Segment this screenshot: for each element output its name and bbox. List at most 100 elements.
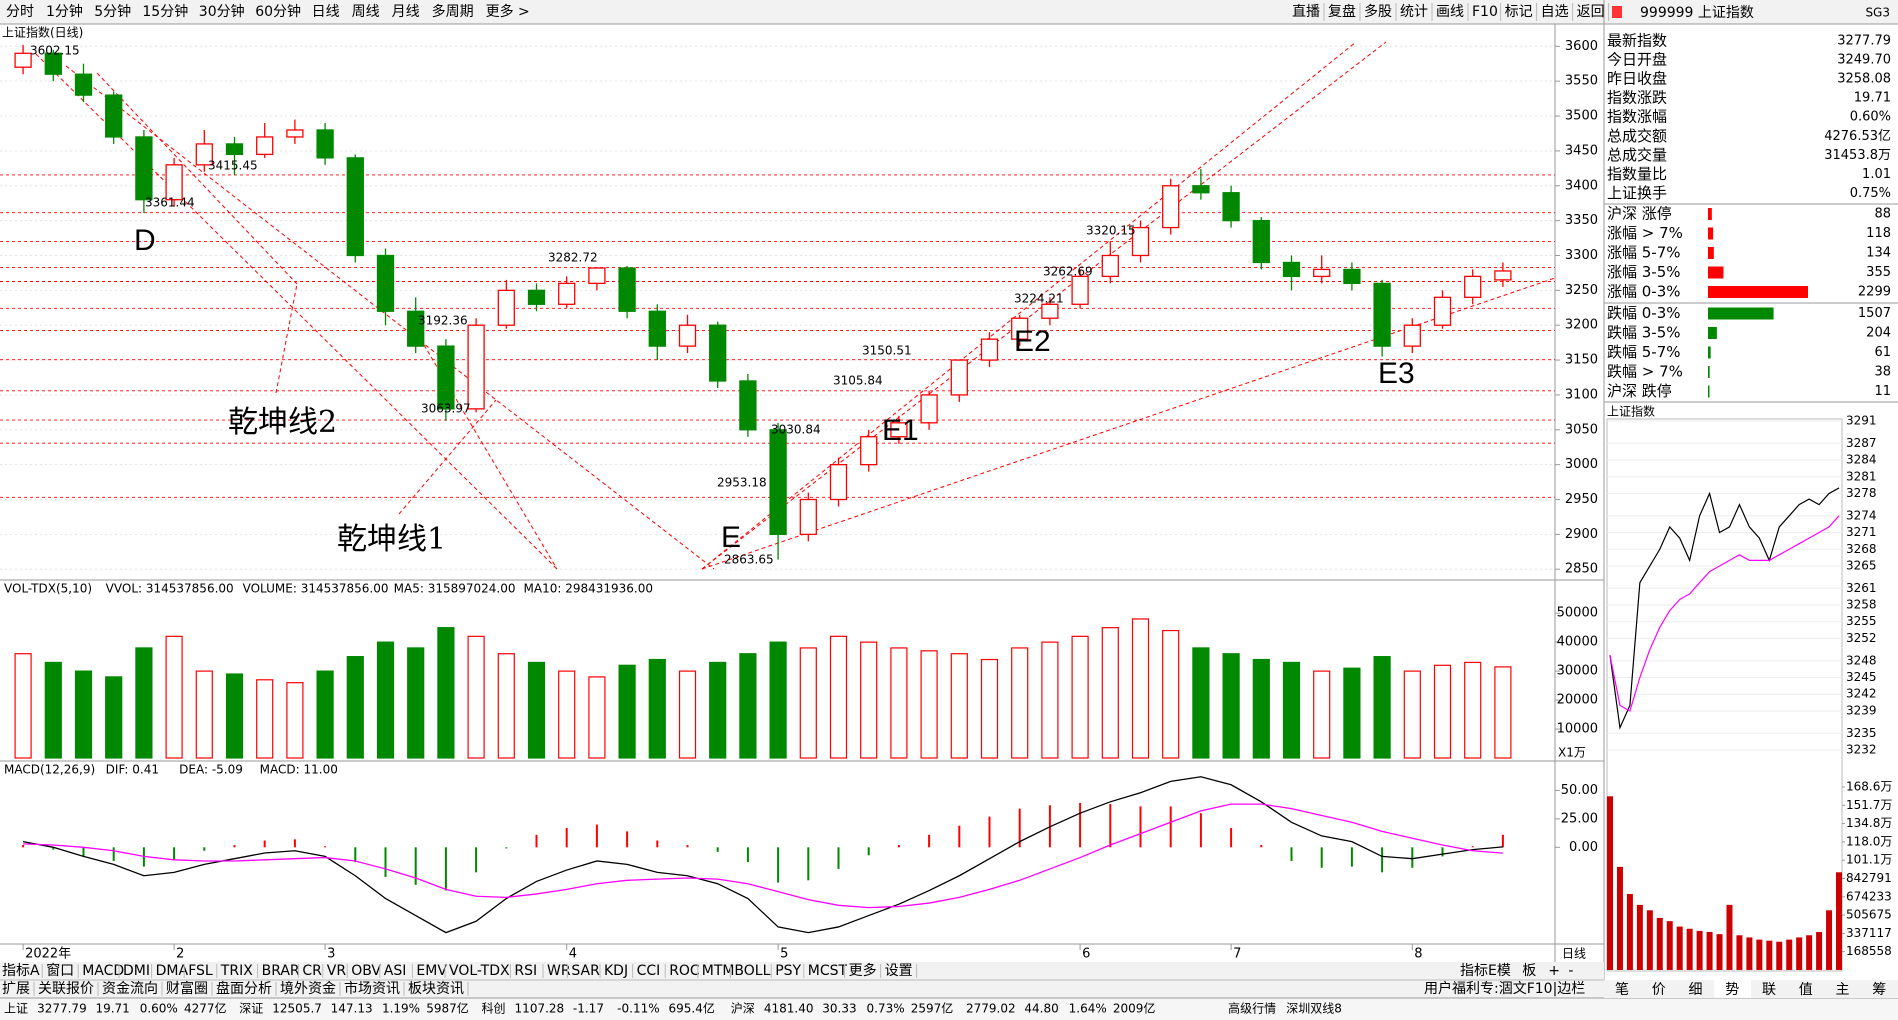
volume-readout: VOLUME: 314537856.00	[243, 582, 389, 596]
indicator-tab[interactable]: PSY	[775, 963, 801, 979]
panel-tab[interactable]: 板块资讯	[408, 981, 464, 997]
volume-bar	[980, 658, 999, 759]
indicator-tab[interactable]: CR	[302, 963, 322, 979]
indicator-tab[interactable]: FSL	[188, 963, 213, 979]
tool-button[interactable]: 自选	[1541, 4, 1569, 20]
period-label: 日线	[1562, 947, 1586, 961]
quote-tab[interactable]: 联	[1762, 982, 1776, 998]
panel-tab[interactable]: 盘面分析	[216, 980, 272, 997]
candle-body	[286, 129, 304, 138]
period-tab[interactable]: 多周期	[432, 3, 474, 20]
quote-tab[interactable]: 价	[1652, 982, 1666, 998]
panel-tab[interactable]: 扩展	[2, 981, 30, 997]
breadth-label: 跌幅 > 7%	[1607, 363, 1683, 381]
panel-tab[interactable]: 市场资讯	[344, 980, 400, 997]
indicator-tab[interactable]: MCST	[808, 963, 848, 979]
indicator-tab[interactable]: DMI	[123, 963, 150, 979]
quote-tab[interactable]: 势	[1725, 982, 1739, 998]
indicator-tab[interactable]: WR	[547, 963, 571, 979]
panel-tab[interactable]: 资金流向	[102, 981, 158, 997]
period-tab[interactable]: 日线	[312, 4, 340, 20]
period-tab[interactable]: 15分钟	[142, 3, 188, 20]
indicator-tab[interactable]: 板	[1522, 963, 1536, 979]
volume-bar	[1313, 670, 1331, 759]
indicator-tab[interactable]: CCI	[637, 963, 661, 979]
breadth-value: 11	[1874, 384, 1891, 399]
tool-button[interactable]: 标记	[1505, 4, 1533, 20]
indicator-tab[interactable]: 更多	[849, 962, 877, 979]
intraday-volume	[1656, 917, 1663, 970]
status-bg	[0, 998, 1898, 1020]
breadth-value: 61	[1874, 345, 1891, 360]
quote-label: 指数涨幅	[1607, 108, 1667, 126]
status-item: 0.73%	[866, 1002, 904, 1016]
indicator-tab[interactable]: VR	[327, 963, 347, 979]
panel-tab[interactable]: 境外资金	[280, 981, 336, 997]
indicator-tab[interactable]: OBV	[351, 963, 381, 979]
period-tab[interactable]: 1分钟	[46, 3, 83, 20]
status-extra[interactable]: 高级行情	[1228, 1001, 1276, 1016]
quote-tab[interactable]: 值	[1799, 982, 1813, 998]
indicator-tab[interactable]: 指标A	[2, 963, 40, 979]
indicator-tab[interactable]: BOLL	[734, 963, 770, 979]
candle-body	[376, 254, 395, 312]
volume-bar	[135, 647, 153, 759]
tool-button[interactable]: 复盘	[1328, 3, 1356, 20]
indicator-tab[interactable]: DMA	[156, 963, 189, 979]
tool-button[interactable]: 多股	[1364, 3, 1392, 20]
period-tab[interactable]: 月线	[392, 4, 420, 20]
breadth-value: 204	[1866, 326, 1891, 341]
indicator-tab[interactable]: 指标E模	[1460, 963, 1511, 979]
quote-tab[interactable]: 笔	[1615, 982, 1629, 998]
period-tab[interactable]: 5分钟	[94, 3, 131, 20]
tool-button[interactable]: 返回	[1577, 4, 1605, 20]
tool-button[interactable]: 统计	[1400, 4, 1428, 20]
indicator-tab[interactable]: TRIX	[220, 963, 253, 979]
panel-tab[interactable]: 关联报价	[38, 981, 94, 997]
indicator-tab[interactable]: +	[1548, 963, 1560, 979]
volume-bar	[1041, 641, 1059, 759]
y-tick-label: 3450	[1565, 143, 1598, 158]
quote-tag: SG3	[1865, 6, 1890, 20]
quote-tab[interactable]: 主	[1836, 982, 1850, 998]
quote-tab[interactable]: 筹	[1872, 981, 1886, 998]
candle-body	[135, 136, 153, 201]
indicator-tab[interactable]: ASI	[384, 963, 407, 979]
notice[interactable]: 用户福利专:涸文F10|边栏	[1424, 980, 1585, 997]
indicator-tab[interactable]: SAR	[571, 963, 600, 979]
status-item: 19.71	[95, 1002, 129, 1016]
tool-button[interactable]: 直播	[1292, 3, 1320, 20]
indicator-tab[interactable]: EMV	[416, 963, 447, 979]
period-tab[interactable]: 分时	[6, 4, 34, 20]
panel-tab[interactable]: 财富圈	[166, 980, 208, 997]
x-tick-label: 4	[569, 947, 577, 962]
intraday-line	[1609, 515, 1840, 712]
indicator-tab[interactable]: KDJ	[604, 963, 628, 979]
indicator-tab[interactable]: 设置	[885, 963, 913, 979]
period-tab[interactable]: 更多 >	[486, 3, 530, 20]
indicator-tab[interactable]: RSI	[514, 963, 537, 979]
y-tick-label: 25.00	[1561, 811, 1598, 826]
tool-button[interactable]: F10	[1472, 4, 1498, 20]
period-tab[interactable]: 30分钟	[199, 3, 245, 20]
candle-body	[225, 143, 244, 156]
indicator-tab[interactable]: -	[1568, 963, 1573, 979]
indicator-tab[interactable]: MACD	[82, 963, 124, 979]
indicator-tab[interactable]: 窗口	[46, 962, 74, 979]
indicator-tab[interactable]: BRAR	[262, 963, 300, 979]
indicator-tab[interactable]: VOL-TDX	[449, 963, 510, 979]
tool-button[interactable]: 画线	[1436, 4, 1464, 20]
candle-body	[829, 464, 848, 501]
intraday-volume	[1706, 932, 1713, 970]
status-extra[interactable]: 深圳双线8	[1286, 1002, 1342, 1016]
volume-bar	[1282, 661, 1301, 759]
y-tick-label: 3100	[1565, 387, 1598, 402]
quote-tab[interactable]: 细	[1689, 982, 1703, 998]
status-item: 科创	[481, 1002, 505, 1016]
intraday-volume	[1646, 910, 1653, 970]
period-tab[interactable]: 周线	[352, 4, 380, 20]
indicator-tab[interactable]: MTM	[702, 963, 735, 979]
period-tab[interactable]: 60分钟	[255, 3, 301, 20]
indicator-tab[interactable]: ROC	[669, 963, 700, 979]
candle-body	[1252, 219, 1270, 264]
